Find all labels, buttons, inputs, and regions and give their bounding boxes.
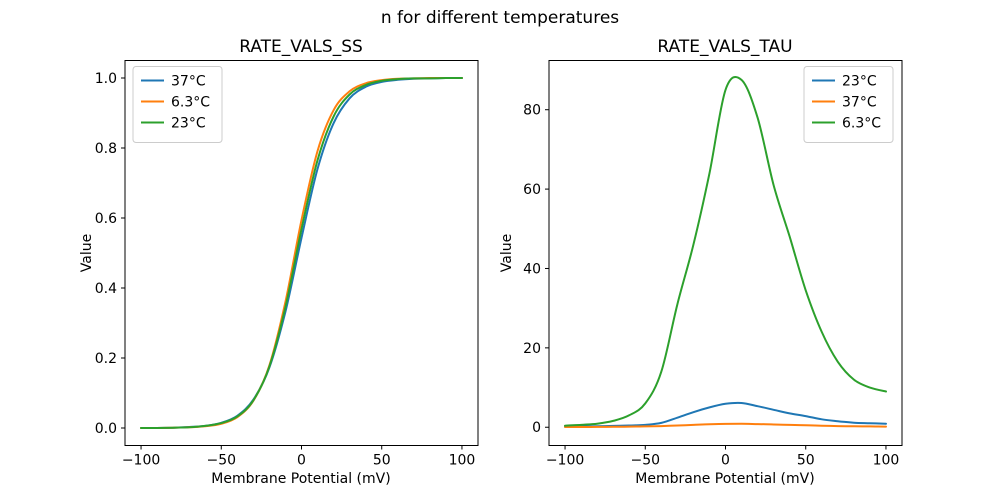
figure-suptitle: n for different temperatures [380, 8, 620, 28]
y-tick-label: 0.2 [95, 351, 117, 367]
series-line-23°C [140, 76, 463, 430]
x-tick-label: 100 [873, 453, 900, 469]
legend-label: 37°C [842, 95, 877, 111]
series-line-6.3°C [564, 75, 887, 427]
legend-label: 6.3°C [842, 116, 881, 132]
y-tick-label: 0.8 [95, 141, 117, 157]
y-tick-label: 0 [532, 420, 541, 436]
x-tick-label: −50 [206, 453, 236, 469]
subplot-ss: −100 −50 0 50 100 0.0 0.2 0.4 0.6 0.8 1.0 37°C 6.3°C… [95, 60, 479, 469]
x-tick-label: 0 [721, 453, 730, 469]
y-tick-label: 20 [523, 341, 541, 357]
subplot-ss-title: RATE_VALS_SS [239, 37, 363, 57]
y-tick-label: 80 [523, 103, 541, 119]
axes-frame [124, 60, 479, 446]
y-tick-label: 0.4 [95, 281, 117, 297]
subplot-tau: −100 −50 0 50 100 0 20 40 60 80 23°C 37°C 6.3°C [523, 60, 903, 469]
y-tick-label: 0.0 [95, 421, 117, 437]
legend: 37°C 6.3°C 23°C [132, 66, 223, 143]
y-tick-label: 0.6 [95, 211, 117, 227]
x-tick-label: 0 [297, 453, 306, 469]
legend: 23°C 37°C 6.3°C [803, 66, 894, 143]
legend-label: 23°C [171, 116, 206, 132]
legend-label: 6.3°C [171, 95, 210, 111]
x-tick-label: −100 [546, 453, 584, 469]
series-line-23°C [564, 401, 887, 428]
subplot-ss-xlabel: Membrane Potential (mV) [211, 471, 391, 487]
x-tick-label: −50 [630, 453, 660, 469]
series-line-37°C [564, 422, 887, 428]
y-tick-label: 60 [523, 182, 541, 198]
x-tick-label: 100 [449, 453, 476, 469]
legend-label: 23°C [842, 74, 877, 90]
x-tick-label: 50 [797, 453, 815, 469]
subplot-tau-xlabel: Membrane Potential (mV) [635, 471, 815, 487]
axes-frame [548, 60, 903, 446]
x-tick-label: −100 [122, 453, 160, 469]
subplot-tau-title: RATE_VALS_TAU [657, 37, 793, 57]
y-tick-label: 1.0 [95, 71, 117, 87]
y-tick-label: 40 [523, 261, 541, 277]
x-tick-label: 50 [373, 453, 391, 469]
legend-label: 37°C [171, 74, 206, 90]
